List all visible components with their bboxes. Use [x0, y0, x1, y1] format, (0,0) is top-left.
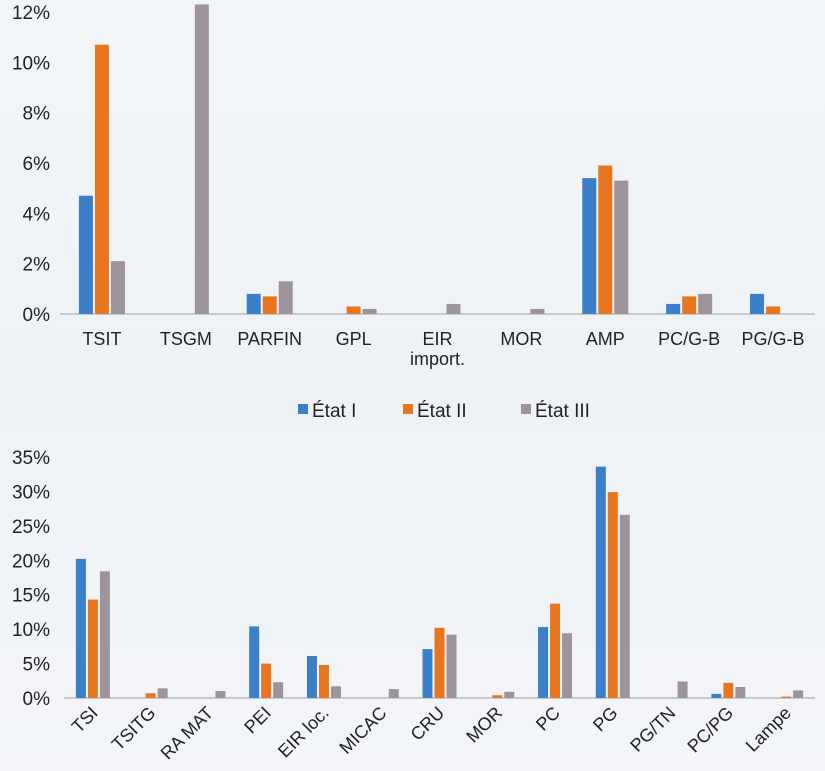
- category-label: TSI: [68, 703, 102, 737]
- category-label: PARFIN: [237, 329, 302, 349]
- category-label: PEI: [240, 703, 275, 738]
- legend: État I État II État III: [298, 401, 590, 422]
- bar-micac-series-3: [388, 689, 399, 698]
- chart-top: 0% 2% 4% 6% 8% 10% 12% TSIT TSGM PARFIN GPL EIRimpo…: [12, 3, 815, 369]
- bar-tsit-series-3: [110, 261, 125, 314]
- bar-eir-loc-series-1: [306, 655, 317, 698]
- y-tick-label: 10%: [12, 53, 50, 74]
- category-label: MICAC: [335, 703, 390, 758]
- legend-label: État II: [417, 401, 467, 422]
- y-tick-label: 0%: [23, 689, 51, 710]
- category-label: PG/G-B: [742, 329, 805, 349]
- y-tick-label: 0%: [23, 305, 51, 326]
- y-tick-label: 6%: [23, 154, 51, 175]
- bar-pc-pg-series-2: [723, 682, 734, 698]
- bar-eir-import-series-3: [446, 303, 461, 314]
- bar-pc-g-b-series-2: [682, 296, 697, 314]
- bar-tsi-series-1: [75, 558, 86, 698]
- category-label: GPL: [336, 329, 372, 349]
- category-label: EIR loc.: [274, 703, 333, 762]
- y-tick-label: 12%: [12, 3, 50, 24]
- bar-tsitg-series-3: [157, 688, 168, 698]
- bar-pg-g-b-series-1: [750, 293, 765, 314]
- category-label: PC/PG: [683, 703, 737, 757]
- bar-tsi-series-2: [87, 599, 98, 698]
- bar-pc-series-2: [550, 603, 561, 698]
- bar-eir-loc-series-3: [330, 686, 341, 698]
- legend-swatch: [298, 404, 308, 414]
- bar-tsitg-series-2: [145, 693, 156, 698]
- y-tick-label: 8%: [23, 104, 51, 125]
- bar-pg-series-3: [619, 514, 630, 698]
- y-tick-label: 35%: [12, 448, 50, 469]
- bar-cru-series-2: [434, 627, 445, 698]
- bar-mor-series-2: [492, 695, 503, 698]
- bar-tsi-series-3: [99, 571, 110, 698]
- category-label: PG/TN: [626, 703, 679, 756]
- legend-swatch: [521, 404, 531, 414]
- category-label: PC/G-B: [658, 329, 720, 349]
- category-label: EIR: [422, 329, 452, 349]
- y-tick-label: 25%: [12, 517, 50, 538]
- bar-pc-series-3: [562, 633, 573, 698]
- bar-eir-loc-series-2: [318, 664, 329, 698]
- bar-ra-mat-series-3: [215, 691, 226, 698]
- bar-amp-series-1: [582, 178, 597, 314]
- bar-pc-series-1: [538, 627, 549, 698]
- y-tick-label: 10%: [12, 620, 50, 641]
- category-label: MOR: [462, 703, 506, 747]
- bar-parfin-series-2: [262, 296, 277, 314]
- bar-pg-series-1: [595, 466, 606, 698]
- y-tick-label: 5%: [23, 655, 51, 676]
- category-label: TSGM: [160, 329, 212, 349]
- legend-label: État III: [535, 401, 590, 422]
- category-label: PC: [532, 703, 564, 735]
- bar-parfin-series-1: [246, 293, 261, 314]
- y-tick-label: 4%: [23, 204, 51, 225]
- category-label: import.: [410, 349, 465, 369]
- bar-amp-series-2: [598, 165, 613, 314]
- bar-amp-series-3: [614, 180, 629, 314]
- bar-pc-pg-series-1: [711, 693, 722, 698]
- legend-label: État I: [312, 401, 356, 422]
- bar-tsit-series-2: [94, 44, 109, 314]
- category-label: RA MAT: [157, 703, 218, 764]
- category-label: AMP: [586, 329, 625, 349]
- bar-cru-series-3: [446, 634, 457, 698]
- bar-pei-series-2: [261, 663, 272, 698]
- y-tick-label: 2%: [23, 255, 51, 276]
- bar-pg-series-2: [607, 492, 618, 698]
- bar-mor-series-3: [504, 691, 515, 698]
- bar-pc-g-b-series-3: [698, 293, 713, 314]
- y-tick-label: 20%: [12, 551, 50, 572]
- bar-parfin-series-3: [278, 281, 293, 314]
- y-tick-label: 15%: [12, 586, 50, 607]
- category-label: TSIT: [82, 329, 121, 349]
- y-tick-label: 30%: [12, 482, 50, 503]
- category-label: PG: [589, 703, 622, 736]
- bar-cru-series-1: [422, 649, 433, 698]
- bar-tsgm-series-3: [194, 4, 209, 314]
- bar-gpl-series-3: [362, 308, 377, 314]
- bar-lampe-series-3: [793, 690, 804, 698]
- category-label: Lampe: [742, 703, 795, 756]
- legend-swatch: [403, 404, 413, 414]
- bar-pc-g-b-series-1: [666, 303, 681, 314]
- category-label: MOR: [500, 329, 542, 349]
- bar-pc-pg-series-3: [735, 686, 746, 698]
- bar-pei-series-3: [273, 682, 284, 698]
- bar-tsit-series-1: [78, 195, 93, 314]
- bar-pg-tn-series-3: [677, 681, 688, 698]
- bar-lampe-series-2: [781, 696, 792, 698]
- bar-mor-series-3: [530, 308, 545, 314]
- category-label: TSITG: [108, 703, 160, 755]
- category-label: CRU: [407, 703, 449, 745]
- bar-pg-g-b-series-2: [766, 306, 781, 314]
- bar-gpl-series-2: [346, 306, 361, 314]
- bar-pei-series-1: [249, 626, 260, 698]
